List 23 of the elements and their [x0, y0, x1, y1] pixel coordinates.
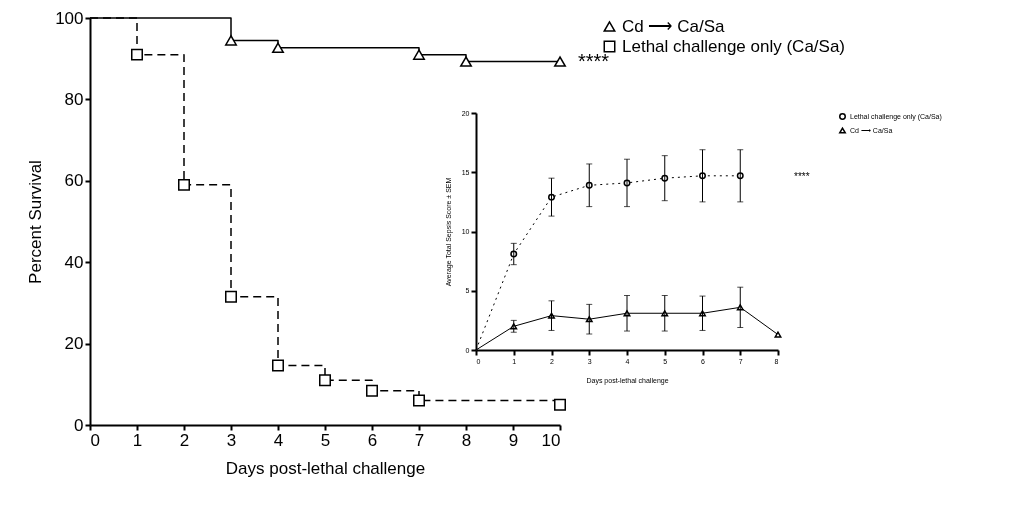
x-tick-label: 4	[273, 430, 284, 450]
y-tick-label: 100	[55, 8, 84, 28]
y-tick-label: 40	[64, 252, 84, 272]
x-tick-label: 3	[226, 430, 237, 450]
x-tick-label: 8	[461, 430, 472, 450]
x-tick-label: 5	[320, 430, 331, 450]
legend-label: Cd ⟶ Ca/Sa	[622, 16, 725, 36]
y-tick-label: 0	[74, 415, 84, 435]
x-tick-label: 2	[179, 430, 190, 450]
x-tick-label: 7	[414, 430, 425, 450]
y-tick-label: 20	[64, 334, 84, 354]
x-axis-title: Days post-lethal challenge	[225, 458, 426, 478]
legend-label: Lethal challenge only (Ca/Sa)	[622, 36, 846, 56]
text: ****	[794, 171, 810, 182]
x-tick-label: 10	[541, 430, 561, 450]
y-tick-label: 60	[64, 171, 84, 191]
x-tick-label: 9	[508, 430, 519, 450]
text: ****	[578, 50, 610, 72]
y-tick-label: 80	[64, 89, 84, 109]
x-tick-label: 1	[132, 430, 143, 450]
x-tick-label: 6	[367, 430, 378, 450]
x-tick-label: 0	[90, 430, 100, 450]
y-axis-title: Percent Survival	[26, 160, 46, 284]
